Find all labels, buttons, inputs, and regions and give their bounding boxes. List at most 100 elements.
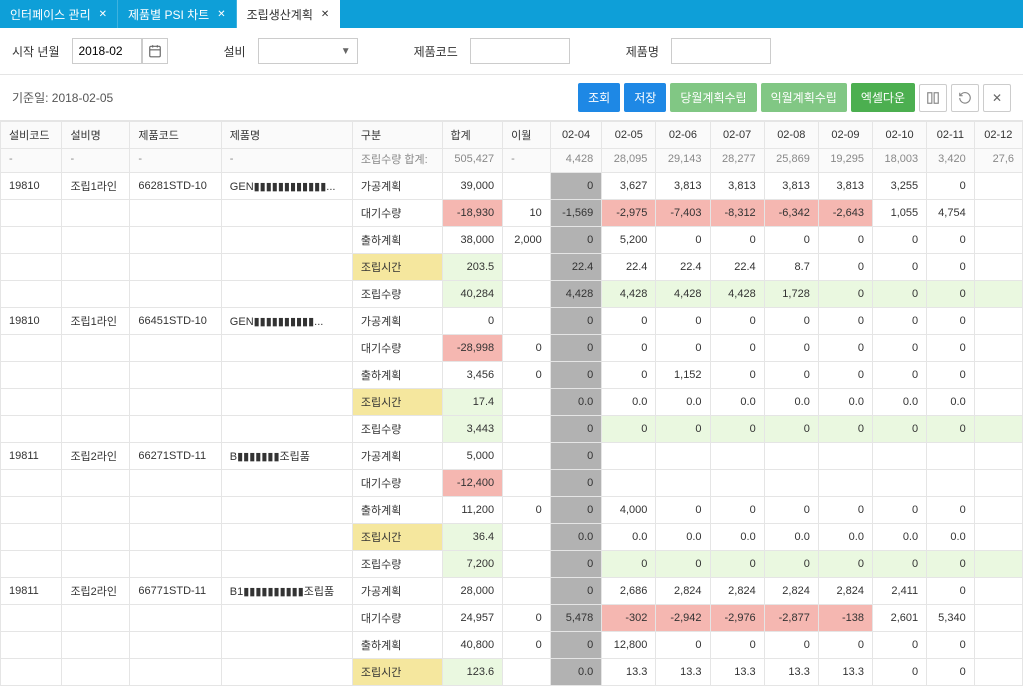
column-header[interactable]: 02-07 [710, 122, 764, 149]
cell: 0 [550, 416, 602, 443]
column-header[interactable]: - [1, 149, 62, 173]
table-row[interactable]: 조립시간203.522.422.422.422.48.7000 [1, 254, 1023, 281]
undo-icon[interactable] [951, 84, 979, 112]
cell: 0 [818, 335, 872, 362]
data-grid[interactable]: 설비코드설비명제품코드제품명구분합계이월02-0402-0502-0602-07… [0, 121, 1023, 686]
table-row[interactable]: 19811조립2라인66271STD-11B▮▮▮▮▮▮▮조립품가공계획5,00… [1, 443, 1023, 470]
table-row[interactable]: 대기수량-18,93010-1,569-2,975-7,403-8,312-6,… [1, 200, 1023, 227]
cell [1, 659, 62, 686]
column-header[interactable]: - [503, 149, 551, 173]
table-row[interactable]: 대기수량-12,4000 [1, 470, 1023, 497]
cell: -28,998 [442, 335, 503, 362]
column-header[interactable]: 02-06 [656, 122, 710, 149]
cell: 17.4 [442, 389, 503, 416]
column-header[interactable]: 02-04 [550, 122, 602, 149]
close-icon[interactable]: ✕ [983, 84, 1011, 112]
cell: 19810 [1, 308, 62, 335]
cell: 대기수량 [352, 200, 442, 227]
column-header[interactable]: 25,869 [764, 149, 818, 173]
column-header[interactable]: - [62, 149, 130, 173]
table-row[interactable]: 출하계획38,0002,00005,200000000 [1, 227, 1023, 254]
column-header[interactable]: 설비명 [62, 122, 130, 149]
prod-name-input[interactable] [671, 38, 771, 64]
cell [221, 605, 352, 632]
cell: 0 [656, 308, 710, 335]
columns-icon[interactable] [919, 84, 947, 112]
column-header[interactable]: 합계 [442, 122, 503, 149]
column-header[interactable]: - [130, 149, 221, 173]
column-header[interactable]: 27,6 [974, 149, 1022, 173]
column-header[interactable]: 18,003 [872, 149, 926, 173]
column-header[interactable]: - [221, 149, 352, 173]
cell: 0 [927, 227, 975, 254]
cell: 2,601 [872, 605, 926, 632]
cell: 4,000 [602, 497, 656, 524]
equip-select[interactable]: ▼ [258, 38, 358, 64]
tab-close-icon[interactable]: ✕ [321, 9, 329, 20]
column-header[interactable]: 19,295 [818, 149, 872, 173]
table-row[interactable]: 출하계획40,8000012,800000000 [1, 632, 1023, 659]
tab-2[interactable]: 조립생산계획✕ [237, 0, 341, 28]
tab-close-icon[interactable]: ✕ [217, 9, 225, 20]
cell [1, 335, 62, 362]
cell: -8,312 [710, 200, 764, 227]
excel-button[interactable]: 엑셀다운 [851, 83, 915, 112]
table-row[interactable]: 조립수량3,44300000000 [1, 416, 1023, 443]
cell [1, 362, 62, 389]
table-row[interactable]: 조립시간17.40.00.00.00.00.00.00.00.0 [1, 389, 1023, 416]
column-header[interactable]: 505,427 [442, 149, 503, 173]
column-header[interactable]: 제품명 [221, 122, 352, 149]
column-header[interactable]: 구분 [352, 122, 442, 149]
table-row[interactable]: 대기수량24,95705,478-302-2,942-2,976-2,877-1… [1, 605, 1023, 632]
table-row[interactable]: 조립시간123.60.013.313.313.313.313.300 [1, 659, 1023, 686]
cell [764, 443, 818, 470]
column-header[interactable]: 조립수량 합계: [352, 149, 442, 173]
table-row[interactable]: 조립수량40,2844,4284,4284,4284,4281,728000 [1, 281, 1023, 308]
column-header[interactable]: 29,143 [656, 149, 710, 173]
prod-code-input[interactable] [470, 38, 570, 64]
column-header[interactable]: 02-09 [818, 122, 872, 149]
cell: 22.4 [656, 254, 710, 281]
calendar-icon[interactable] [142, 38, 168, 64]
table-row[interactable]: 19810조립1라인66281STD-10GEN▮▮▮▮▮▮▮▮▮▮▮▮...가… [1, 173, 1023, 200]
column-header[interactable]: 28,277 [710, 149, 764, 173]
column-header[interactable]: 02-11 [927, 122, 975, 149]
column-header[interactable]: 02-05 [602, 122, 656, 149]
column-header[interactable]: 제품코드 [130, 122, 221, 149]
cell [1, 389, 62, 416]
chevron-down-icon: ▼ [341, 46, 351, 57]
column-header[interactable]: 3,420 [927, 149, 975, 173]
cell: 4,428 [710, 281, 764, 308]
cell [130, 497, 221, 524]
tab-1[interactable]: 제품별 PSI 차트✕ [118, 0, 237, 28]
column-header[interactable]: 02-12 [974, 122, 1022, 149]
cell: 가공계획 [352, 578, 442, 605]
column-header[interactable]: 이월 [503, 122, 551, 149]
cell [130, 227, 221, 254]
cell: 2,824 [764, 578, 818, 605]
cell: 3,443 [442, 416, 503, 443]
table-row[interactable]: 조립시간36.40.00.00.00.00.00.00.00.0 [1, 524, 1023, 551]
start-month-input[interactable] [72, 38, 142, 64]
column-header[interactable]: 02-10 [872, 122, 926, 149]
table-row[interactable]: 출하계획3,4560001,15200000 [1, 362, 1023, 389]
cell [974, 389, 1022, 416]
save-button[interactable]: 저장 [624, 83, 666, 112]
month-import-button[interactable]: 당월계획수립 [670, 83, 756, 112]
tab-0[interactable]: 인터페이스 관리✕ [0, 0, 118, 28]
cell: 11,200 [442, 497, 503, 524]
search-button[interactable]: 조회 [578, 83, 620, 112]
cell: 0 [927, 632, 975, 659]
tab-close-icon[interactable]: ✕ [99, 9, 107, 20]
table-row[interactable]: 19811조립2라인66771STD-11B1▮▮▮▮▮▮▮▮▮▮조립품가공계획… [1, 578, 1023, 605]
column-header[interactable]: 4,428 [550, 149, 602, 173]
table-row[interactable]: 19810조립1라인66451STD-10GEN▮▮▮▮▮▮▮▮▮▮...가공계… [1, 308, 1023, 335]
table-row[interactable]: 조립수량7,20000000000 [1, 551, 1023, 578]
cell [503, 281, 551, 308]
month-plan-button[interactable]: 익월계획수립 [761, 83, 847, 112]
table-row[interactable]: 출하계획11,200004,000000000 [1, 497, 1023, 524]
column-header[interactable]: 설비코드 [1, 122, 62, 149]
table-row[interactable]: 대기수량-28,998000000000 [1, 335, 1023, 362]
column-header[interactable]: 28,095 [602, 149, 656, 173]
column-header[interactable]: 02-08 [764, 122, 818, 149]
